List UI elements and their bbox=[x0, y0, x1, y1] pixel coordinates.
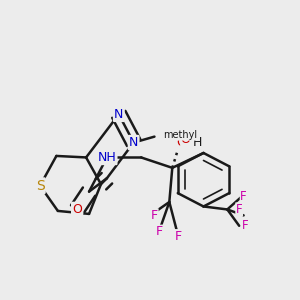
Text: O: O bbox=[176, 136, 186, 149]
Text: F: F bbox=[240, 190, 247, 202]
Text: S: S bbox=[36, 179, 44, 193]
Text: methyl: methyl bbox=[164, 130, 197, 140]
Text: F: F bbox=[236, 203, 242, 216]
Text: F: F bbox=[175, 230, 182, 243]
Text: H: H bbox=[193, 136, 202, 149]
Text: O: O bbox=[72, 203, 82, 216]
Text: O: O bbox=[181, 133, 190, 146]
Text: F: F bbox=[151, 209, 158, 222]
Text: NH: NH bbox=[98, 151, 116, 164]
Text: N: N bbox=[129, 136, 138, 149]
Text: F: F bbox=[242, 219, 248, 232]
Text: N: N bbox=[114, 108, 124, 121]
Text: F: F bbox=[155, 225, 163, 238]
